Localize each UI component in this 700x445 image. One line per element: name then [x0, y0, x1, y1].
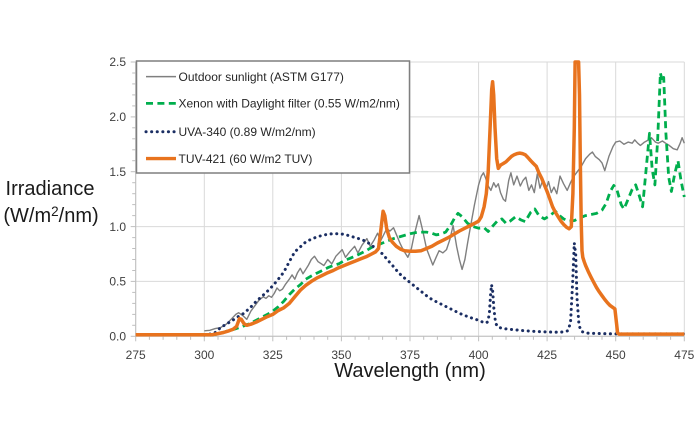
svg-text:325: 325: [263, 348, 283, 362]
svg-text:(W/m2/nm): (W/m2/nm): [3, 204, 98, 227]
svg-text:Irradiance: Irradiance: [6, 178, 95, 200]
svg-text:2.5: 2.5: [109, 55, 126, 69]
svg-text:350: 350: [331, 348, 351, 362]
svg-text:0.0: 0.0: [109, 330, 126, 344]
svg-text:2.0: 2.0: [109, 110, 126, 124]
svg-text:375: 375: [400, 348, 420, 362]
svg-text:450: 450: [606, 348, 626, 362]
svg-text:TUV-421 (60 W/m2 TUV): TUV-421 (60 W/m2 TUV): [179, 152, 313, 166]
svg-text:475: 475: [674, 348, 694, 362]
svg-text:Xenon with Daylight filter (0.: Xenon with Daylight filter (0.55 W/m2/nm…: [179, 97, 400, 111]
svg-text:1.5: 1.5: [109, 165, 126, 179]
svg-text:400: 400: [469, 348, 489, 362]
svg-text:425: 425: [537, 348, 557, 362]
svg-text:Outdoor sunlight (ASTM G177): Outdoor sunlight (ASTM G177): [179, 70, 344, 84]
svg-text:275: 275: [126, 348, 146, 362]
svg-text:0.5: 0.5: [109, 275, 126, 289]
svg-text:UVA-340 (0.89 W/m2/nm): UVA-340 (0.89 W/m2/nm): [179, 125, 316, 139]
svg-text:1.0: 1.0: [109, 220, 126, 234]
svg-text:300: 300: [194, 348, 214, 362]
svg-text:Wavelength (nm): Wavelength (nm): [334, 360, 486, 382]
